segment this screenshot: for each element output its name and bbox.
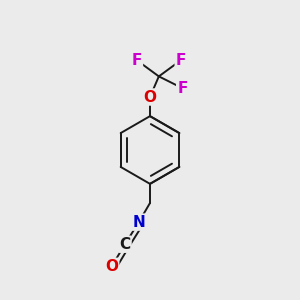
Text: O: O (105, 259, 118, 274)
Text: F: F (132, 53, 142, 68)
Text: O: O (143, 89, 157, 104)
Text: F: F (177, 81, 188, 96)
Text: F: F (176, 53, 186, 68)
Text: C: C (119, 237, 130, 252)
Text: N: N (132, 214, 145, 230)
